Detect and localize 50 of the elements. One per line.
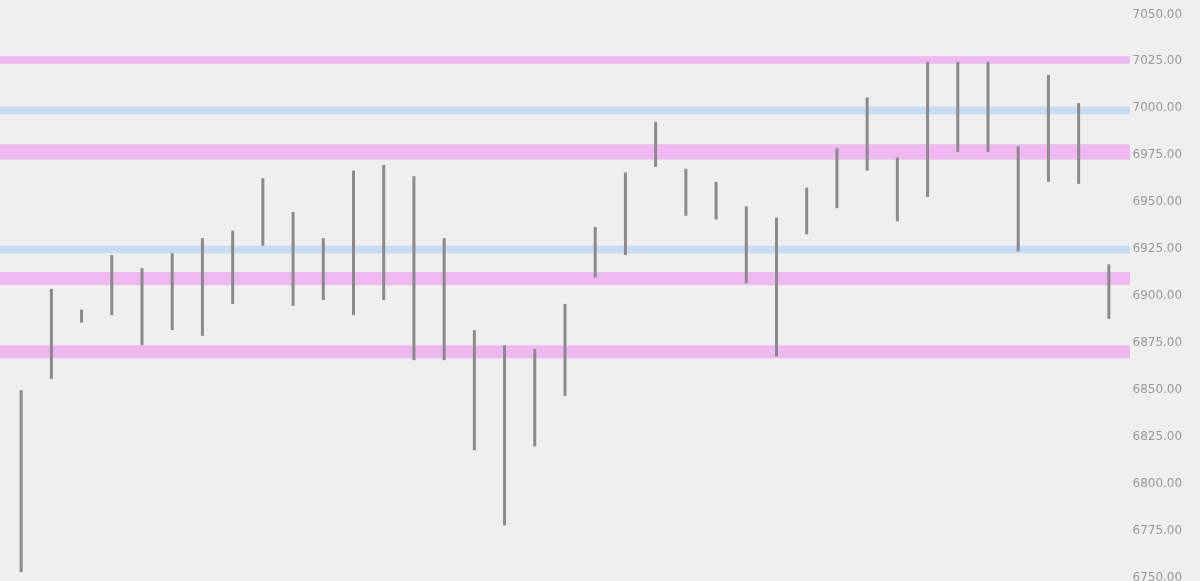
- bar: [895, 157, 899, 222]
- bar: [684, 168, 688, 216]
- bar: [1046, 74, 1050, 182]
- bar: [1107, 264, 1111, 319]
- bar: [593, 226, 597, 278]
- bar: [714, 181, 718, 220]
- bar: [110, 255, 114, 316]
- bar: [623, 172, 627, 256]
- bar: [654, 121, 658, 167]
- bar: [352, 170, 355, 316]
- bar: [1077, 103, 1081, 184]
- bar: [533, 348, 537, 447]
- bar: [1016, 146, 1020, 252]
- y-tick-label: 6950.00: [1132, 194, 1183, 209]
- y-tick-label: 6775.00: [1132, 522, 1183, 537]
- y-tick-label: 7025.00: [1132, 53, 1183, 68]
- y-tick-label: 6900.00: [1132, 288, 1183, 302]
- y-tick-label: 6850.00: [1132, 381, 1183, 396]
- bar: [19, 390, 23, 573]
- bar: [472, 330, 476, 451]
- bar: [231, 230, 235, 304]
- bar: [775, 217, 778, 357]
- bar: [986, 61, 990, 152]
- bar: [563, 303, 567, 396]
- y-tick-label: 7050.00: [1132, 6, 1183, 21]
- bar: [503, 345, 507, 526]
- bar: [744, 206, 748, 284]
- bar: [412, 176, 416, 361]
- bar: [442, 238, 446, 361]
- bar: [49, 288, 53, 379]
- y-tick-label: 6975.00: [1132, 147, 1183, 162]
- bar: [835, 148, 839, 209]
- y-tick-label: 6875.00: [1132, 334, 1183, 349]
- y-tick-label: 6925.00: [1132, 241, 1183, 256]
- bar: [956, 61, 960, 152]
- y-tick-label: 6750.00: [1132, 569, 1183, 581]
- bar: [805, 187, 809, 235]
- y-tick-label: 6825.00: [1132, 428, 1183, 443]
- bar: [200, 238, 204, 336]
- bar: [926, 61, 930, 197]
- bar: [170, 253, 174, 331]
- y-tick-label: 6800.00: [1132, 475, 1183, 490]
- bar: [382, 165, 386, 301]
- bar: [865, 97, 869, 171]
- bar: [261, 178, 265, 246]
- bar: [291, 211, 295, 306]
- bar: [80, 309, 84, 323]
- bar: [140, 268, 144, 346]
- bar: [321, 238, 325, 301]
- y-tick-label: 7000.00: [1132, 100, 1183, 115]
